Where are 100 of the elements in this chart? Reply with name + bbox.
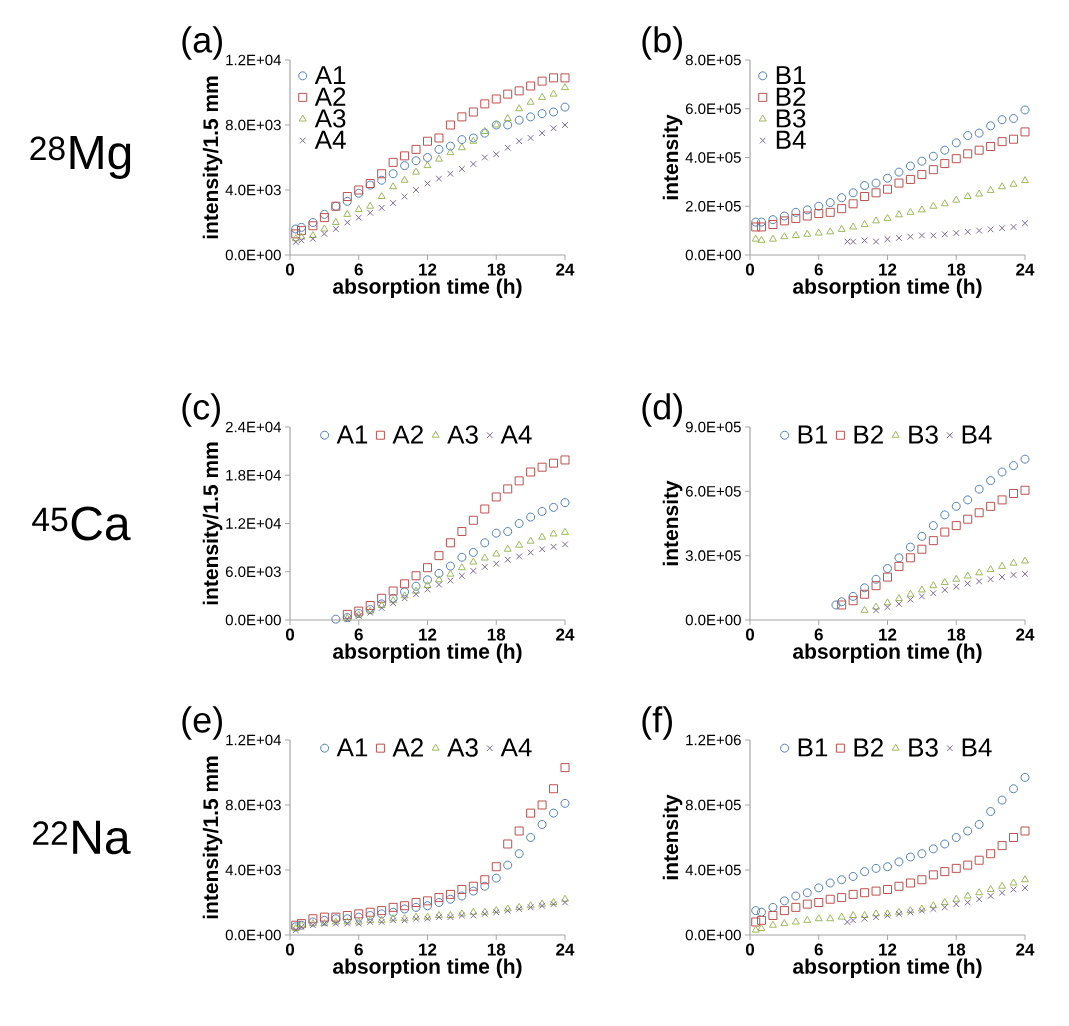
text: $^{28}$Mg bbox=[30, 135, 131, 179]
point bbox=[549, 808, 559, 818]
point bbox=[446, 569, 455, 577]
point bbox=[929, 901, 938, 909]
point bbox=[527, 549, 534, 556]
x-tick-label: 12 bbox=[419, 628, 437, 641]
point bbox=[389, 199, 397, 207]
point bbox=[434, 568, 444, 578]
point bbox=[883, 173, 892, 183]
point bbox=[848, 871, 858, 881]
point bbox=[930, 589, 937, 597]
point bbox=[550, 543, 557, 551]
legend-label: B3 bbox=[909, 738, 938, 757]
y-tick-label: 1.2E+06 bbox=[686, 734, 741, 746]
point bbox=[446, 148, 455, 156]
point bbox=[503, 839, 513, 849]
point bbox=[447, 170, 454, 178]
point bbox=[768, 910, 778, 920]
point bbox=[791, 902, 801, 912]
point bbox=[768, 920, 777, 928]
point bbox=[296, 226, 306, 236]
point bbox=[388, 586, 398, 596]
point bbox=[930, 905, 937, 913]
point bbox=[457, 143, 466, 151]
point bbox=[837, 224, 846, 232]
point bbox=[1021, 219, 1029, 227]
legend-label: B1 bbox=[776, 66, 806, 85]
point bbox=[906, 589, 915, 597]
point bbox=[503, 860, 513, 870]
point bbox=[342, 609, 352, 619]
point bbox=[503, 120, 513, 130]
point bbox=[894, 561, 904, 571]
x-axis-title: absorption time (h) bbox=[793, 958, 982, 978]
y-tick-label: 6.0E+05 bbox=[685, 486, 741, 497]
x-tick-label: 24 bbox=[1016, 628, 1035, 641]
point bbox=[986, 121, 996, 131]
point bbox=[975, 227, 983, 234]
point bbox=[526, 97, 535, 105]
point bbox=[423, 575, 432, 585]
legend-label: B3 bbox=[776, 109, 806, 128]
point bbox=[434, 154, 443, 162]
x-tick-label: 6 bbox=[814, 263, 823, 276]
point bbox=[837, 204, 847, 214]
point bbox=[1009, 832, 1019, 842]
point bbox=[480, 538, 490, 548]
point bbox=[457, 552, 467, 562]
chart-title: (b) bbox=[642, 26, 682, 60]
y-tick-label: 8.0E+03 bbox=[225, 119, 281, 131]
point bbox=[526, 808, 536, 818]
point bbox=[561, 899, 569, 906]
point bbox=[549, 73, 559, 83]
x-axis-title: absorption time (h) bbox=[333, 278, 522, 298]
point bbox=[952, 900, 960, 908]
point bbox=[928, 536, 938, 546]
point bbox=[802, 888, 812, 898]
point bbox=[872, 238, 880, 245]
y-tick-label: 0.0E+00 bbox=[225, 614, 281, 626]
point bbox=[319, 209, 329, 219]
point bbox=[457, 527, 467, 537]
point bbox=[849, 222, 858, 230]
point bbox=[538, 545, 546, 553]
x-axis-title: absorption time (h) bbox=[793, 643, 982, 663]
x-tick-label: 24 bbox=[556, 628, 575, 641]
legend-label: B2 bbox=[854, 738, 883, 757]
point bbox=[480, 126, 489, 134]
y-axis-title: intensity bbox=[662, 794, 683, 880]
point bbox=[514, 518, 524, 528]
point bbox=[480, 881, 490, 891]
point bbox=[342, 191, 352, 201]
point bbox=[826, 914, 835, 922]
point bbox=[412, 586, 421, 594]
point bbox=[297, 232, 306, 240]
legend-label: B2 bbox=[854, 425, 883, 444]
legend-label: A2 bbox=[314, 87, 346, 106]
point bbox=[445, 141, 455, 151]
point bbox=[814, 228, 823, 236]
point bbox=[998, 881, 1007, 889]
x-tick-label: 18 bbox=[487, 263, 506, 276]
y-axis-title: intensity bbox=[662, 114, 683, 200]
point bbox=[907, 233, 914, 241]
point bbox=[457, 891, 467, 901]
point bbox=[526, 536, 535, 544]
point bbox=[871, 886, 881, 896]
point bbox=[560, 73, 570, 83]
point bbox=[861, 915, 868, 923]
point bbox=[377, 593, 387, 603]
point bbox=[998, 182, 1007, 190]
point bbox=[998, 573, 1006, 581]
point bbox=[825, 207, 835, 217]
point bbox=[491, 873, 501, 883]
chart-title: (d) bbox=[642, 393, 682, 427]
y-tick-label: 1.2E+04 bbox=[226, 734, 282, 746]
point bbox=[997, 841, 1007, 851]
x-tick-label: 18 bbox=[947, 628, 966, 641]
point bbox=[779, 211, 789, 221]
point bbox=[837, 875, 847, 885]
point bbox=[435, 175, 443, 182]
point bbox=[780, 232, 789, 240]
y-tick-label: 8.0E+05 bbox=[685, 799, 741, 811]
point bbox=[411, 902, 421, 912]
